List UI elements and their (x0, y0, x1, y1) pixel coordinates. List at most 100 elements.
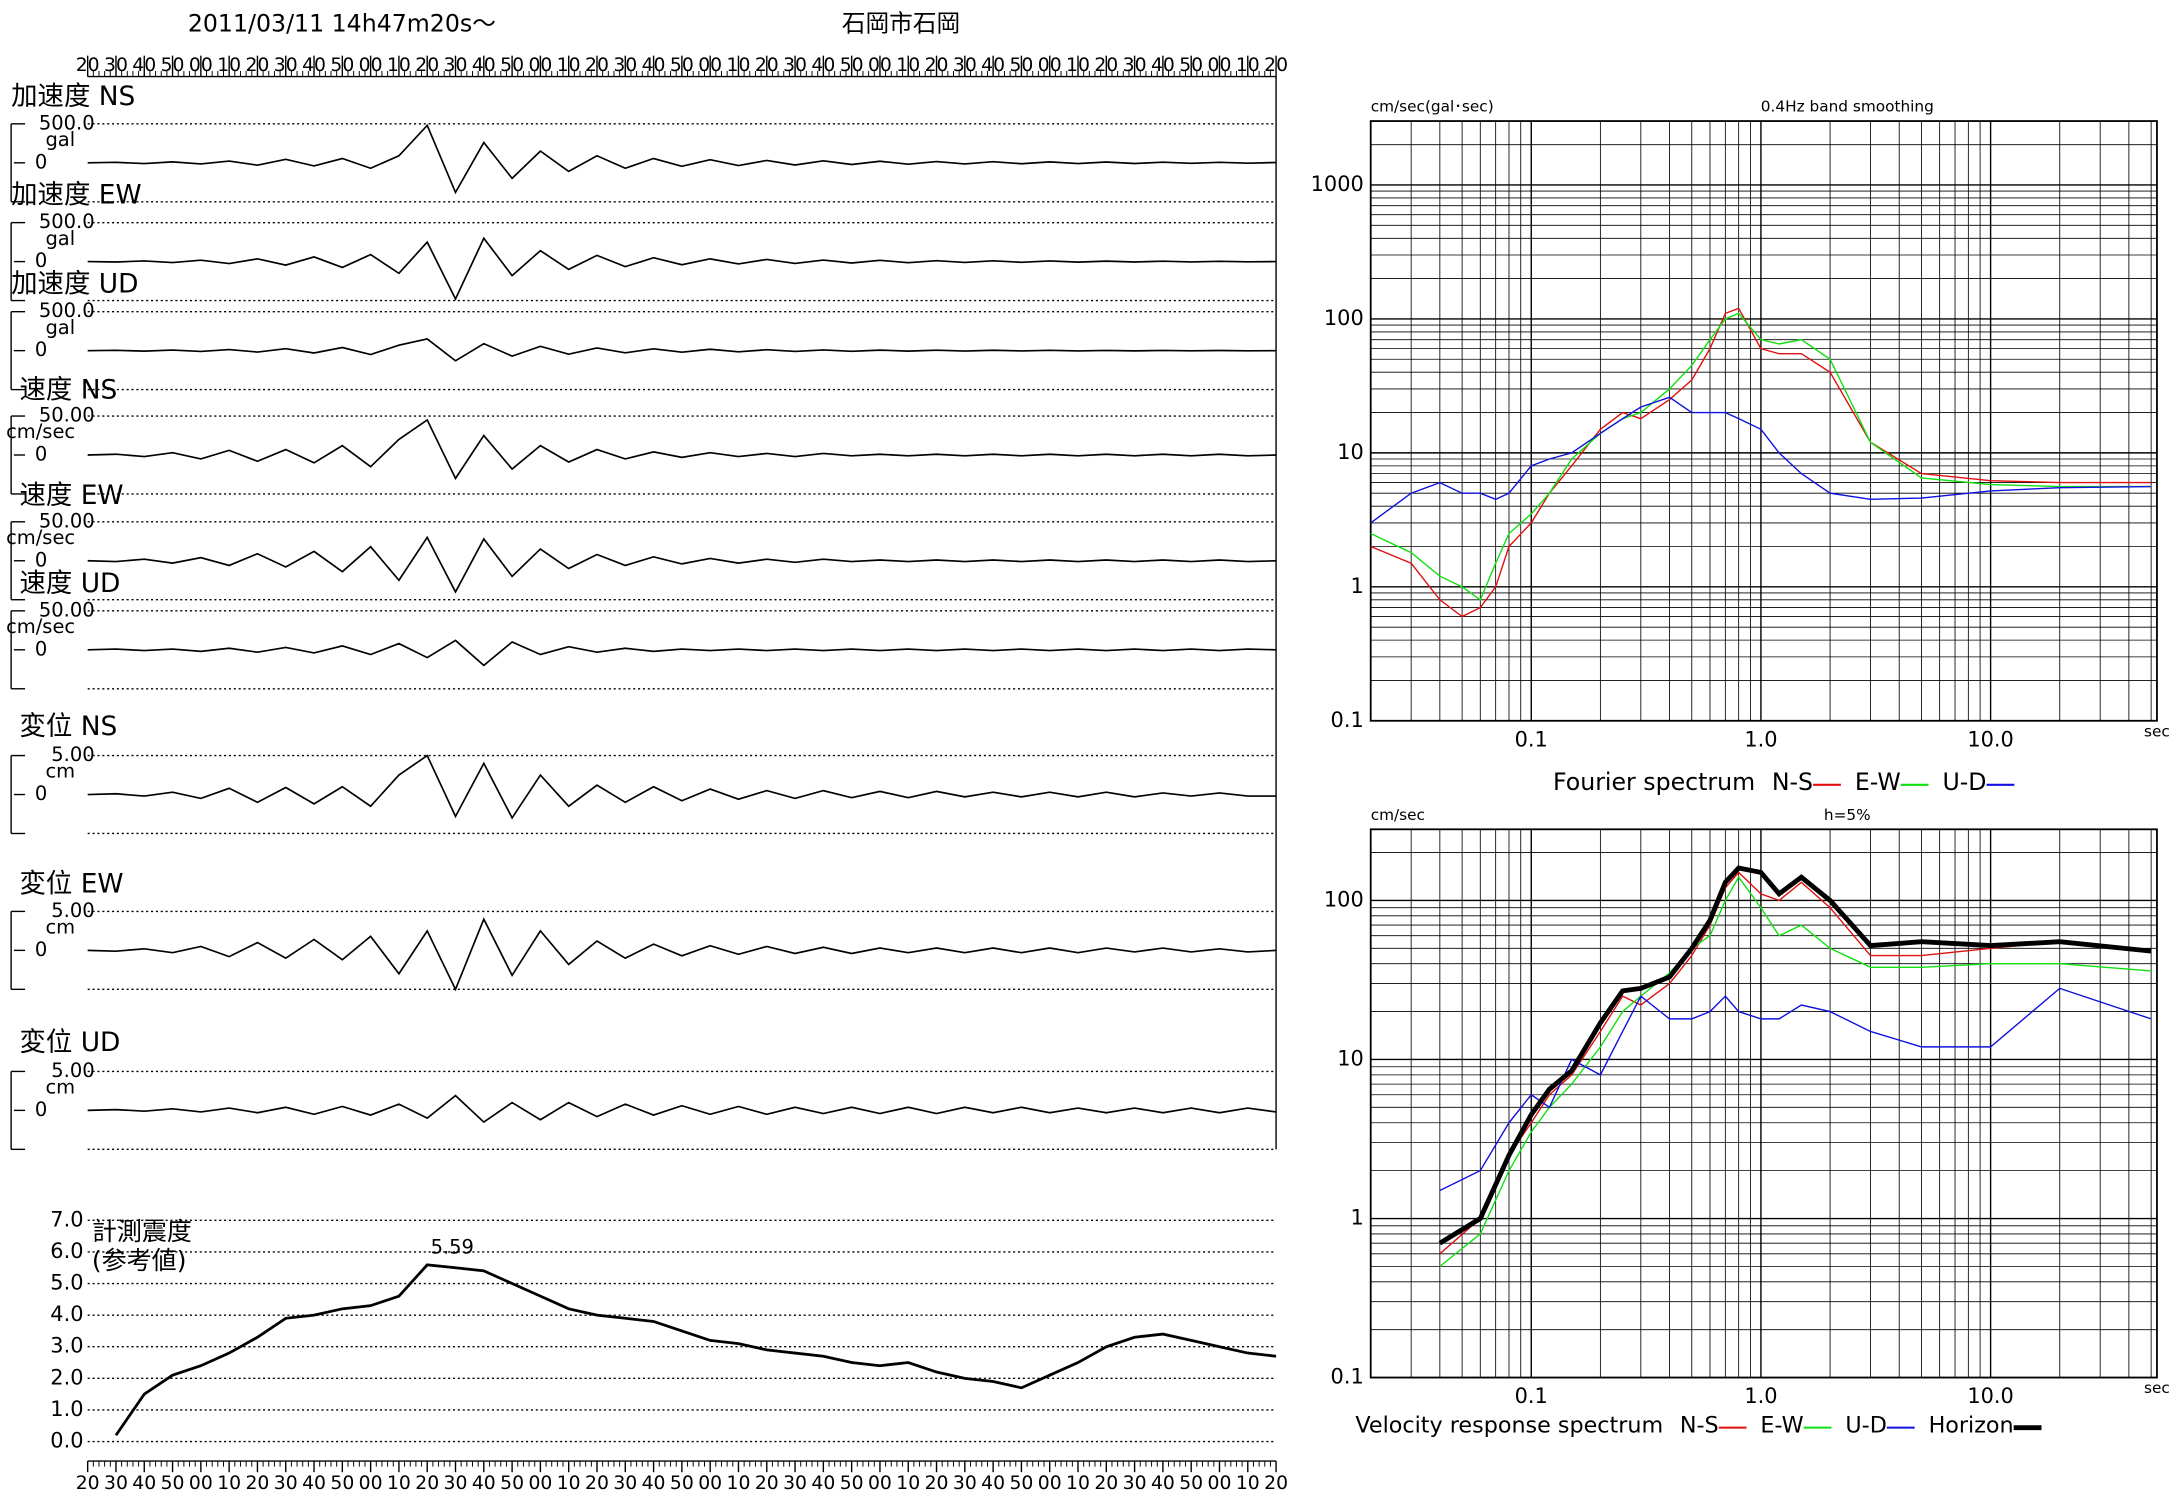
x-tick-label: 20 (415, 55, 439, 76)
x-tick-label: 10 (1236, 1473, 1260, 1494)
y-tick-label: 1 (1350, 574, 1363, 598)
x-tick-label: 10 (1066, 55, 1090, 76)
x-tick-label: 40 (811, 1473, 835, 1494)
x-tick-label: 20 (76, 1473, 100, 1494)
x-tick-label: 30 (953, 55, 977, 76)
x-tick-label: 40 (302, 1473, 326, 1494)
y-tick-label: 1.0 (50, 1397, 83, 1421)
y-tick-label: 100 (1324, 887, 1364, 911)
x-tick-label: 20 (76, 55, 100, 76)
x-tick-label: 30 (953, 1473, 977, 1494)
x-tick-label: 40 (1151, 55, 1175, 76)
station-name: 石岡市石岡 (842, 10, 960, 38)
x-tick-label: 30 (1123, 1473, 1147, 1494)
chart-title: 計測震度 (92, 1217, 192, 1246)
y-tick-label: 1 (1350, 1206, 1363, 1230)
spectrum-line (1439, 871, 2152, 1255)
unit-label: cm (45, 916, 75, 939)
x-tick-label: 50 (330, 55, 354, 76)
x-tick-label: 50 (840, 1473, 864, 1494)
x-tick-label: 00 (528, 1473, 552, 1494)
y-tick-label: 0.1 (1331, 708, 1364, 732)
y-unit: cm/sec(gal･sec) (1371, 98, 1494, 116)
record-time: 2011/03/11 14h47m20s～ (188, 10, 496, 38)
y-tick-label: 10 (1337, 440, 1364, 464)
x-tick-label: 50 (670, 55, 694, 76)
x-tick-label: 30 (104, 55, 128, 76)
waveform (87, 236, 1277, 301)
y-tick-label: 0 (35, 249, 47, 272)
legend-label: E-W (1760, 1413, 1803, 1439)
x-tick-label: 40 (302, 55, 326, 76)
x-tick-label: 50 (161, 1473, 185, 1494)
legend-label: N-S (1772, 768, 1813, 796)
trace-label: 加速度 UD (11, 269, 138, 300)
trace-label: 速度 UD (19, 568, 120, 599)
x-tick-label: 30 (104, 1473, 128, 1494)
x-tick-label: 10 (217, 1473, 241, 1494)
waveform (87, 418, 1277, 481)
x-tick-label: 40 (811, 55, 835, 76)
x-tick-label: 40 (132, 55, 156, 76)
waveform (87, 535, 1277, 594)
x-tick-label: 00 (868, 1473, 892, 1494)
x-tick-label: 50 (1179, 55, 1203, 76)
x-tick-label: 20 (585, 55, 609, 76)
waveform (87, 338, 1277, 362)
y-unit: cm/sec (1371, 806, 1425, 824)
y-tick-label: 0 (35, 150, 47, 173)
x-tick-label: 20 (755, 55, 779, 76)
x-tick-label: 20 (1094, 1473, 1118, 1494)
x-tick-label: 00 (698, 55, 722, 76)
x-unit: sec (2144, 722, 2170, 740)
x-tick-label: 50 (500, 55, 524, 76)
unit-label: cm (45, 760, 75, 783)
unit-label: gal (45, 227, 75, 250)
x-tick-label: 10.0 (1967, 1384, 2013, 1408)
x-tick-label: 10 (387, 55, 411, 76)
x-tick-label: 00 (359, 1473, 383, 1494)
y-tick-label: 0 (35, 938, 47, 961)
legend-title: Velocity response spectrum (1355, 1413, 1663, 1439)
trace-label: 変位 NS (19, 711, 117, 742)
y-tick-label: 100 (1324, 306, 1364, 330)
intensity-line (114, 1263, 1277, 1437)
x-tick-label: 10 (217, 55, 241, 76)
x-tick-label: 00 (698, 1473, 722, 1494)
legend-label: U-D (1845, 1413, 1886, 1439)
unit-label: cm/sec (6, 615, 75, 638)
x-tick-label: 00 (1038, 55, 1062, 76)
x-tick-label: 00 (1208, 55, 1232, 76)
x-tick-label: 10 (1236, 55, 1260, 76)
spectrum-line (1439, 875, 2152, 1267)
x-tick-label: 00 (1208, 1473, 1232, 1494)
y-tick-label: 0 (35, 548, 47, 571)
x-tick-label: 0.1 (1515, 727, 1548, 751)
y-tick-label: 500.0 (39, 111, 95, 134)
y-tick-label: 4.0 (50, 1302, 83, 1326)
y-tick-label: 50.00 (39, 509, 95, 532)
x-tick-label: 10 (896, 55, 920, 76)
waveform (87, 1094, 1277, 1124)
waveform (87, 917, 1277, 992)
x-tick-label: 30 (783, 55, 807, 76)
x-tick-label: 00 (359, 55, 383, 76)
y-tick-label: 10 (1337, 1046, 1364, 1070)
x-tick-label: 10.0 (1967, 727, 2013, 751)
legend-label: N-S (1680, 1413, 1719, 1439)
trace-label: 速度 EW (19, 480, 123, 511)
y-tick-label: 2.0 (50, 1365, 83, 1389)
x-tick-label: 00 (1038, 1473, 1062, 1494)
y-tick-label: 3.0 (50, 1334, 83, 1358)
x-tick-label: 40 (642, 1473, 666, 1494)
y-tick-label: 0 (35, 443, 47, 466)
x-tick-label: 30 (274, 55, 298, 76)
x-tick-label: 20 (1264, 1473, 1288, 1494)
y-tick-label: 500.0 (39, 299, 95, 322)
x-tick-label: 0.1 (1515, 1384, 1548, 1408)
chart-subtitle: (参考値) (92, 1246, 187, 1275)
y-tick-label: 0.0 (50, 1429, 83, 1453)
x-tick-label: 30 (613, 1473, 637, 1494)
